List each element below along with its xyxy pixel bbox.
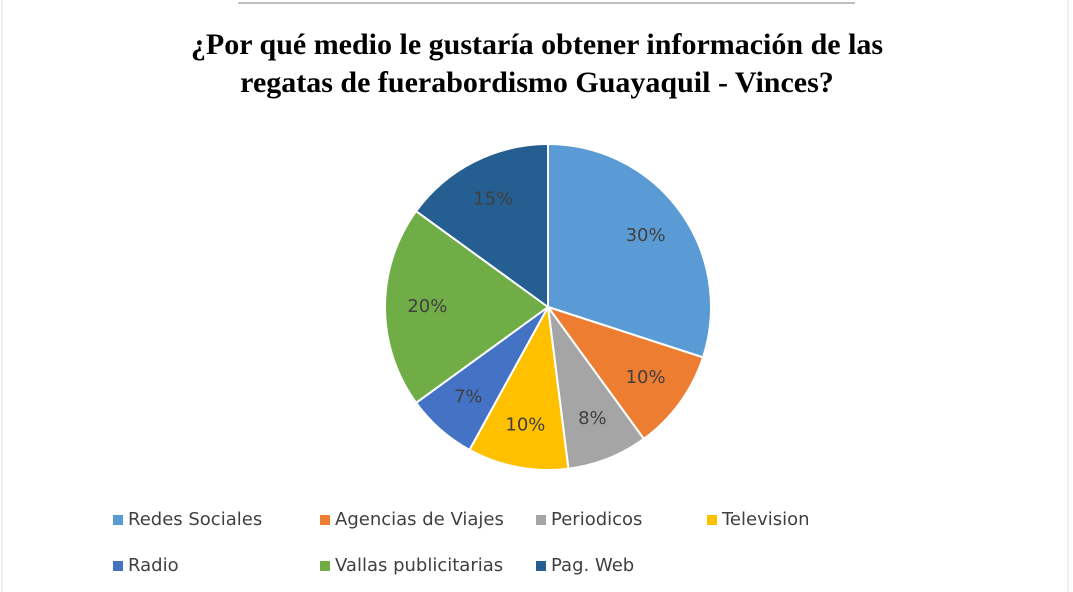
pie-slice	[547, 142, 712, 359]
legend-swatch	[536, 515, 546, 525]
pie-slice	[384, 209, 550, 405]
data-label: 8%	[578, 408, 607, 429]
chart-title: ¿Por qué medio le gustaría obtener infor…	[190, 28, 884, 99]
pie-slice	[468, 303, 570, 471]
data-label: 20%	[407, 296, 447, 317]
legend-label: Vallas publicitarias	[335, 555, 503, 576]
data-label: 7%	[454, 386, 483, 407]
legend-label: Pag. Web	[551, 555, 634, 576]
data-label: 30%	[626, 225, 666, 246]
legend-swatch	[320, 561, 330, 571]
legend-swatch	[707, 515, 717, 525]
legend-swatch	[113, 515, 123, 525]
pie-slice	[545, 305, 705, 441]
legend-label: Periodicos	[551, 509, 642, 530]
pie-slice	[414, 142, 549, 309]
legend-swatch	[113, 561, 123, 571]
legend-swatch	[320, 515, 330, 525]
data-label: 10%	[626, 367, 666, 388]
legend-label: Redes Sociales	[128, 509, 262, 530]
data-label: 15%	[473, 189, 513, 210]
legend-label: Agencias de Viajes	[335, 509, 504, 530]
legend-label: Radio	[128, 555, 179, 576]
legend-label: Television	[721, 509, 810, 530]
data-label: 10%	[505, 414, 545, 435]
legend-swatch	[536, 561, 546, 571]
